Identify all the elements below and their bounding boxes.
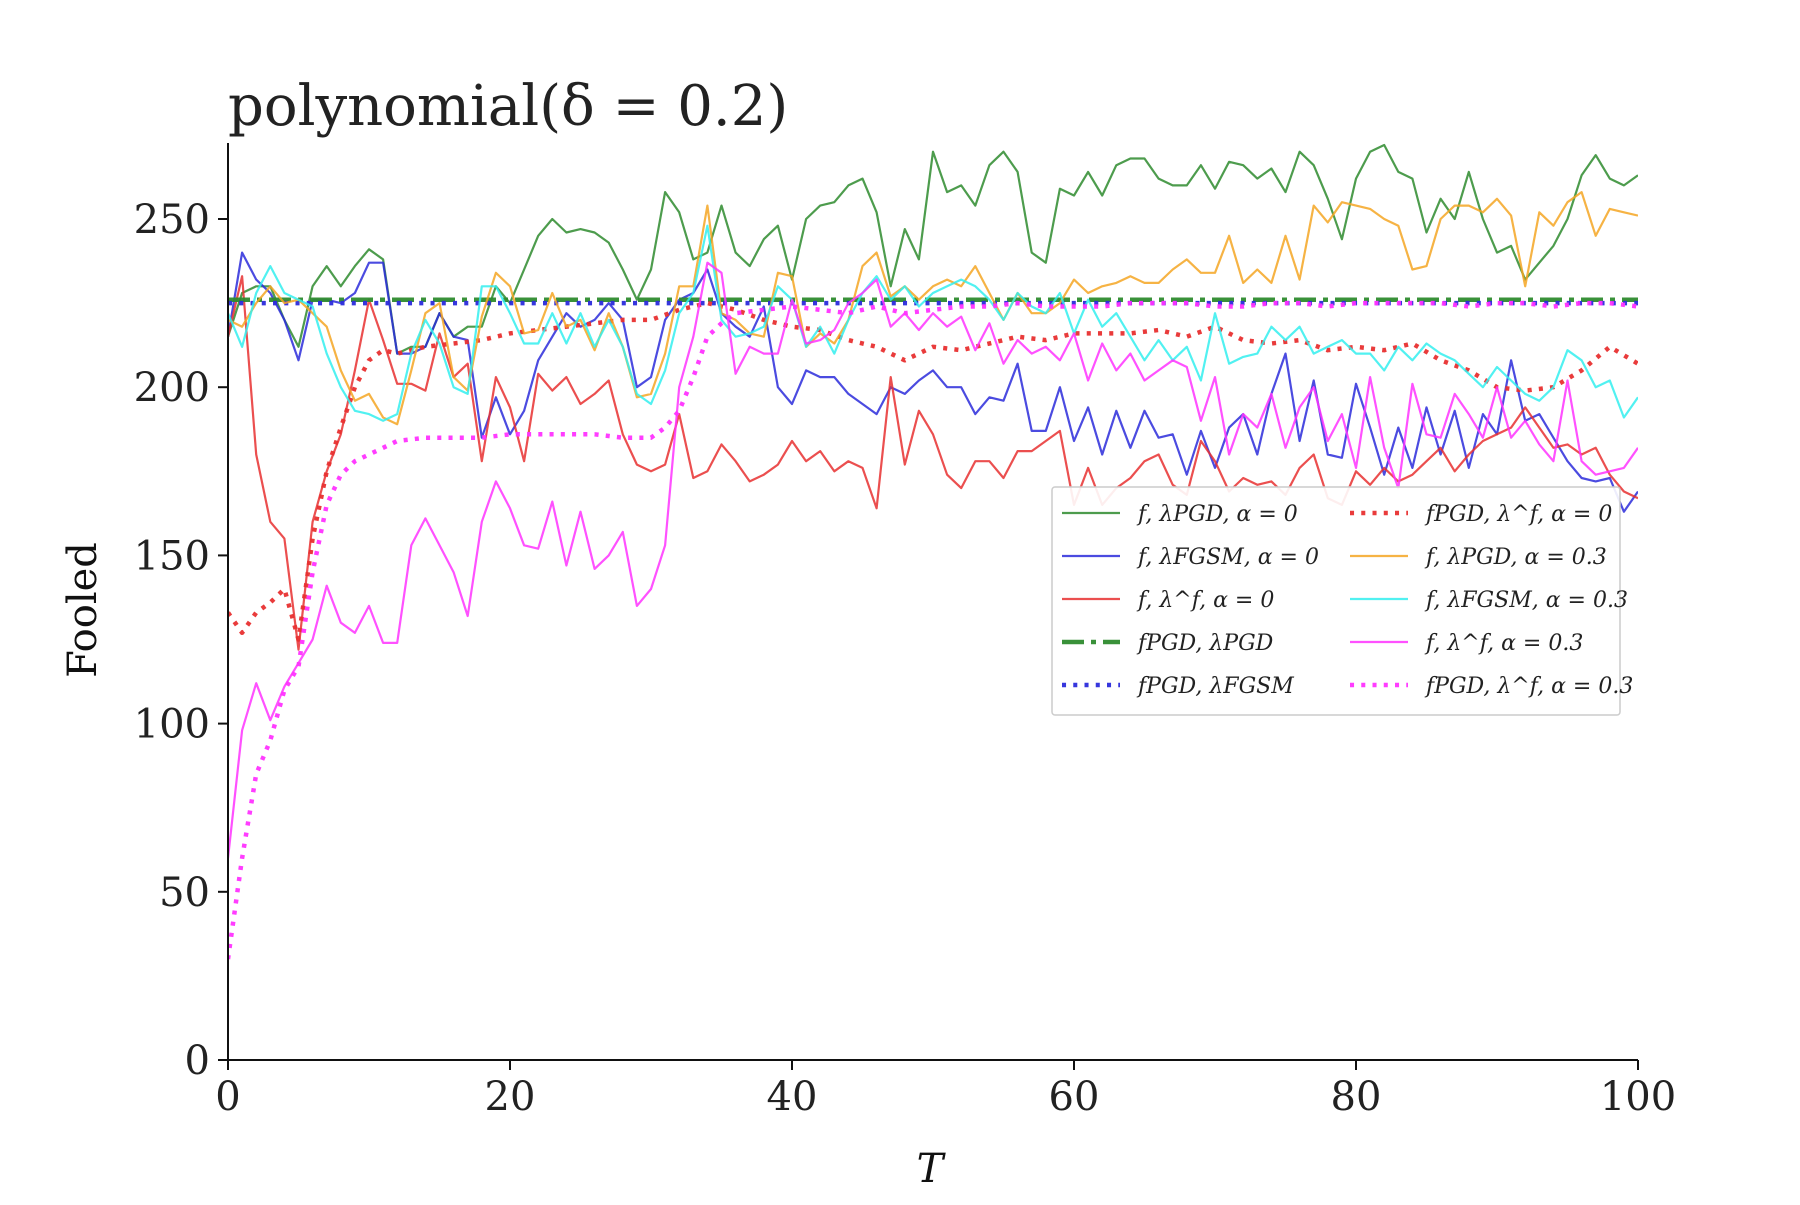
x-tick-label: 60 bbox=[1049, 1074, 1100, 1120]
legend-label-10: fPGD, λ^f, α = 0.3 bbox=[1424, 674, 1633, 699]
x-tick-label: 40 bbox=[767, 1074, 818, 1120]
x-tick-label: 0 bbox=[215, 1074, 240, 1120]
legend-label-1: f, λPGD, α = 0 bbox=[1136, 502, 1298, 527]
legend-label-3: f, λ^f, α = 0 bbox=[1136, 588, 1274, 613]
series-line-8 bbox=[228, 224, 1638, 422]
legend-label-4: fPGD, λPGD bbox=[1136, 631, 1274, 656]
series-line-6 bbox=[228, 300, 1638, 642]
legend-label-5: fPGD, λFGSM bbox=[1136, 674, 1294, 699]
y-tick-label: 200 bbox=[134, 365, 210, 411]
legend-label-7: f, λPGD, α = 0.3 bbox=[1424, 545, 1607, 570]
legend-label-9: f, λ^f, α = 0.3 bbox=[1424, 631, 1583, 656]
legend-label-6: fPGD, λ^f, α = 0 bbox=[1424, 502, 1612, 527]
chart-title: polynomial(δ = 0.2) bbox=[228, 74, 788, 139]
series-line-9 bbox=[228, 261, 1638, 859]
y-tick-label: 50 bbox=[159, 870, 210, 916]
x-tick-label: 20 bbox=[485, 1074, 536, 1120]
series-layer bbox=[228, 143, 1638, 960]
series-line-1 bbox=[228, 143, 1638, 355]
series-line-10 bbox=[228, 300, 1638, 960]
y-tick-label: 250 bbox=[134, 197, 210, 243]
x-axis-title: T bbox=[917, 1146, 947, 1192]
series-line-7 bbox=[228, 191, 1638, 426]
legend-box bbox=[1051, 486, 1621, 716]
axes-layer: 0 20 40 60 80 100 0 50 100 150 200 250 bbox=[134, 143, 1676, 1120]
x-tick-label: 100 bbox=[1600, 1074, 1676, 1120]
legend-label-2: f, λFGSM, α = 0 bbox=[1136, 545, 1319, 570]
legend-label-8: f, λFGSM, α = 0.3 bbox=[1424, 588, 1628, 613]
y-tick-label: 100 bbox=[134, 702, 210, 748]
y-tick-label: 0 bbox=[185, 1038, 210, 1084]
y-axis-title: Fooled bbox=[60, 542, 106, 678]
x-tick-label: 80 bbox=[1331, 1074, 1382, 1120]
y-tick-label: 150 bbox=[134, 533, 210, 579]
legend: f, λPGD, α = 0 f, λFGSM, α = 0 f, λ^f, α =… bbox=[1051, 486, 1633, 716]
series-line-3 bbox=[228, 275, 1638, 651]
series-line-2 bbox=[228, 251, 1638, 513]
